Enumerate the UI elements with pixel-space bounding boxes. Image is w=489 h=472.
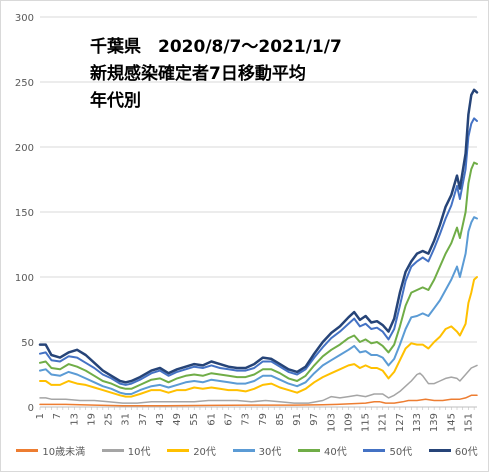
legend-label-50s: 50代 [389,447,413,458]
series-line-1 [39,364,478,404]
x-tick-label-79: 79 [258,413,269,426]
x-tick-label-133: 133 [412,413,423,432]
legend-swatch-60s [428,449,451,452]
legend-swatch-teens [101,449,124,452]
x-tick-label-97: 97 [309,413,320,426]
series-line-6 [38,88,479,384]
chart-title-line-3: 年代別 [90,91,141,111]
legend-label-40s: 40代 [324,447,347,458]
x-tick-label-91: 91 [292,413,303,426]
legend-swatch-40s [298,449,321,452]
chart-title-line-1: 千葉県 2020/8/7～2021/1/7 [90,37,342,57]
chart-title-line-2: 新規感染確定者7日移動平均 [90,64,306,84]
legend-swatch-age-under-10 [16,449,39,452]
series-line-5 [39,117,478,386]
x-tick-label-115: 115 [361,413,372,432]
x-tick-label-1: 1 [35,413,46,419]
x-tick-label-37: 37 [138,413,149,426]
series-line-3 [39,216,478,395]
legend-label-60s: 60代 [454,447,478,458]
x-tick-label-49: 49 [172,413,183,426]
x-tick-label-19: 19 [86,413,97,426]
x-tick-label-73: 73 [241,413,252,426]
y-tick-label-150: 150 [15,208,34,219]
x-tick-label-145: 145 [446,413,457,432]
x-tick-label-13: 13 [69,413,80,426]
legend-label-20s: 20代 [193,447,216,458]
y-tick-label-200: 200 [15,143,34,154]
legend-item-30s: 30代 [232,443,282,458]
x-tick-label-103: 103 [326,413,337,432]
x-tick-label-55: 55 [189,413,200,426]
legend-label-age-under-10: 10歳未満 [42,447,86,458]
y-tick-label-50: 50 [21,338,34,349]
x-tick-label-43: 43 [155,413,166,426]
legend-item-50s: 50代 [363,443,412,458]
legend-swatch-20s [167,449,190,452]
x-tick-label-151: 151 [463,413,474,432]
chart-title: 千葉県 2020/8/7～2021/1/7 新規感染確定者7日移動平均 年代別 [90,34,342,115]
legend-item-40s: 40代 [298,443,347,458]
y-tick-label-100: 100 [15,273,34,284]
legend-item-teens: 10代 [101,443,151,458]
legend-label-teens: 10代 [127,447,151,458]
x-tick-label-25: 25 [104,413,115,426]
legend-item-20s: 20代 [167,443,216,458]
x-tick-label-7: 7 [52,413,63,419]
x-tick-label-31: 31 [121,413,132,426]
x-tick-label-127: 127 [395,413,406,432]
series-line-0 [39,394,478,407]
series-line-4 [39,161,478,390]
x-tick-label-139: 139 [429,413,440,432]
legend-label-30s: 30代 [258,447,282,458]
y-tick-label-0: 0 [28,403,34,414]
x-tick-label-121: 121 [378,413,389,432]
x-tick-label-67: 67 [224,413,235,426]
x-tick-label-109: 109 [343,413,354,432]
legend-swatch-30s [232,449,255,452]
x-tick-label-61: 61 [206,413,217,426]
chart-legend: 10歳未満 10代 20代 30代 40代 50代 60代 [8,443,486,458]
y-tick-label-250: 250 [15,78,34,89]
series-line-2 [39,276,478,398]
y-tick-label-300: 300 [15,13,34,24]
legend-item-age-under-10: 10歳未満 [16,443,85,458]
x-tick-label-85: 85 [275,413,286,426]
legend-swatch-50s [363,449,386,452]
legend-item-60s: 60代 [428,443,478,458]
